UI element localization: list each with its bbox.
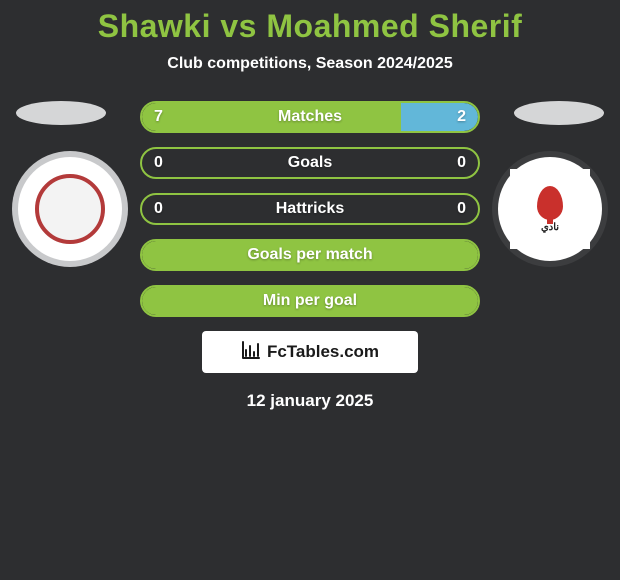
comparison-content: نادي 72Matches 00Goals 00Hattricks Goals pe…	[0, 101, 620, 411]
stat-bar-row: 72Matches	[140, 101, 480, 133]
stat-bars-container: 72Matches 00Goals 00Hattricks Goals per mat…	[140, 101, 480, 317]
page-title: Shawki vs Moahmed Sherif	[0, 0, 620, 45]
stat-bar-row: Goals per match	[140, 239, 480, 271]
chart-icon	[241, 340, 261, 365]
brand-box: FcTables.com	[202, 331, 418, 373]
team-badge-left-icon	[35, 174, 105, 244]
subtitle: Club competitions, Season 2024/2025	[0, 55, 620, 73]
stat-label: Min per goal	[142, 292, 478, 310]
stat-bar-row: 00Goals	[140, 147, 480, 179]
stat-bar-row: Min per goal	[140, 285, 480, 317]
stat-label: Goals per match	[142, 246, 478, 264]
avatar-placeholder-right	[514, 101, 604, 125]
team-badge-left	[18, 157, 122, 261]
brand-text: FcTables.com	[267, 342, 379, 362]
stat-label: Goals	[142, 154, 478, 172]
stat-label: Matches	[142, 108, 478, 126]
stat-bar-row: 00Hattricks	[140, 193, 480, 225]
avatar-placeholder-left	[16, 101, 106, 125]
stat-label: Hattricks	[142, 200, 478, 218]
flame-icon	[537, 186, 563, 220]
team-badge-right: نادي	[498, 157, 602, 261]
team-badge-right-icon: نادي	[510, 169, 590, 249]
date-text: 12 january 2025	[0, 391, 620, 411]
